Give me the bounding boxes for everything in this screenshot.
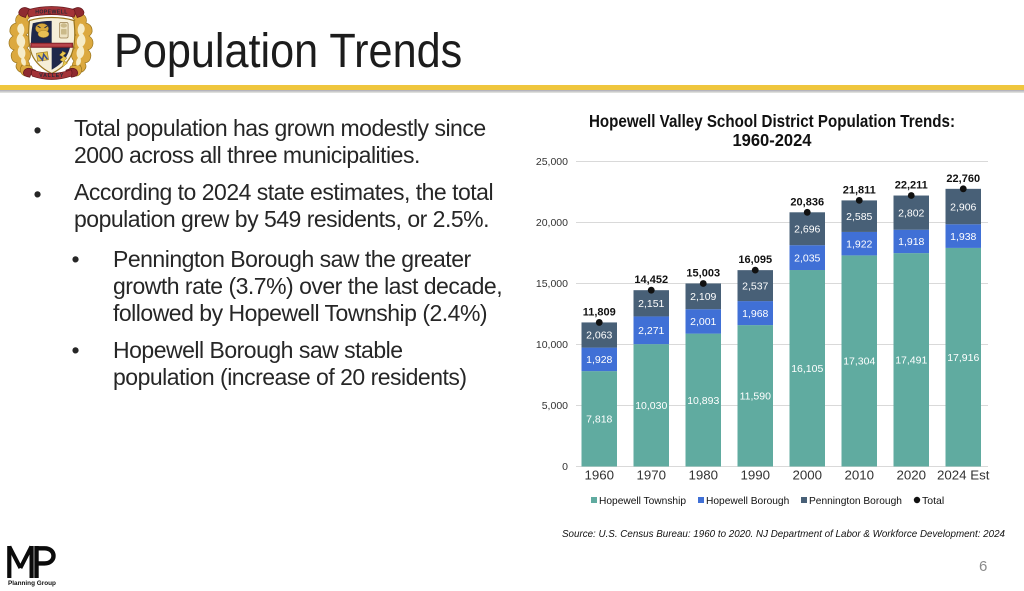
svg-text:2,585: 2,585 [846,211,872,223]
svg-text:2010: 2010 [844,468,874,483]
svg-text:1,928: 1,928 [586,354,612,366]
svg-text:Hopewell Township: Hopewell Township [599,496,686,507]
svg-text:1980: 1980 [688,468,718,483]
svg-text:11,809: 11,809 [583,306,616,318]
svg-text:Hopewell Borough: Hopewell Borough [706,496,789,507]
svg-text:20,836: 20,836 [790,196,824,208]
svg-text:17,491: 17,491 [895,355,927,367]
svg-text:2,537: 2,537 [742,280,768,292]
svg-text:Total: Total [922,495,944,507]
svg-text:2,696: 2,696 [794,223,820,235]
svg-text:1960: 1960 [584,468,614,483]
svg-text:VALLEY: VALLEY [39,73,64,79]
svg-text:1,922: 1,922 [846,238,872,250]
svg-text:2020: 2020 [896,468,926,483]
svg-text:14,452: 14,452 [634,274,668,286]
svg-text:15,000: 15,000 [536,278,568,290]
svg-text:1960-2024: 1960-2024 [733,130,812,150]
svg-text:16,105: 16,105 [791,363,823,375]
svg-text:2,151: 2,151 [638,298,664,310]
svg-text:1,968: 1,968 [742,308,768,320]
svg-text:5,000: 5,000 [542,400,568,412]
svg-text:15,003: 15,003 [686,267,720,279]
svg-text:20,000: 20,000 [536,217,568,229]
svg-text:1970: 1970 [636,468,666,483]
svg-text:1,938: 1,938 [950,231,976,243]
svg-text:2024 Est: 2024 Est [937,468,990,483]
svg-text:HOPEWELL: HOPEWELL [35,9,68,15]
svg-text:Source: U.S. Census Bureau: 19: Source: U.S. Census Bureau: 1960 to 2020… [562,528,1005,540]
svg-text:2,271: 2,271 [638,325,664,337]
svg-text:17,304: 17,304 [843,356,875,368]
svg-text:2000: 2000 [792,468,822,483]
svg-text:21,811: 21,811 [843,184,876,196]
svg-text:17,916: 17,916 [947,352,979,364]
svg-text:0: 0 [562,461,568,473]
svg-text:Pennington Borough: Pennington Borough [809,496,902,507]
svg-text:2,035: 2,035 [794,252,820,264]
svg-text:2,001: 2,001 [690,316,716,328]
svg-text:11,590: 11,590 [740,391,771,403]
svg-text:16,095: 16,095 [738,254,772,266]
svg-text:22,211: 22,211 [895,180,928,192]
svg-text:1990: 1990 [740,468,770,483]
svg-text:Hopewell Valley School Distric: Hopewell Valley School District Populati… [589,111,955,131]
svg-text:22,760: 22,760 [946,173,980,185]
svg-text:1,918: 1,918 [898,236,924,248]
svg-text:2,802: 2,802 [898,207,924,219]
svg-text:2,063: 2,063 [586,330,612,342]
svg-text:2,906: 2,906 [950,201,976,213]
svg-text:10,893: 10,893 [687,395,719,407]
svg-text:10,030: 10,030 [635,400,667,412]
svg-text:2,109: 2,109 [690,291,716,303]
svg-text:7,818: 7,818 [586,414,612,426]
svg-text:25,000: 25,000 [536,156,568,168]
svg-text:10,000: 10,000 [536,339,568,351]
